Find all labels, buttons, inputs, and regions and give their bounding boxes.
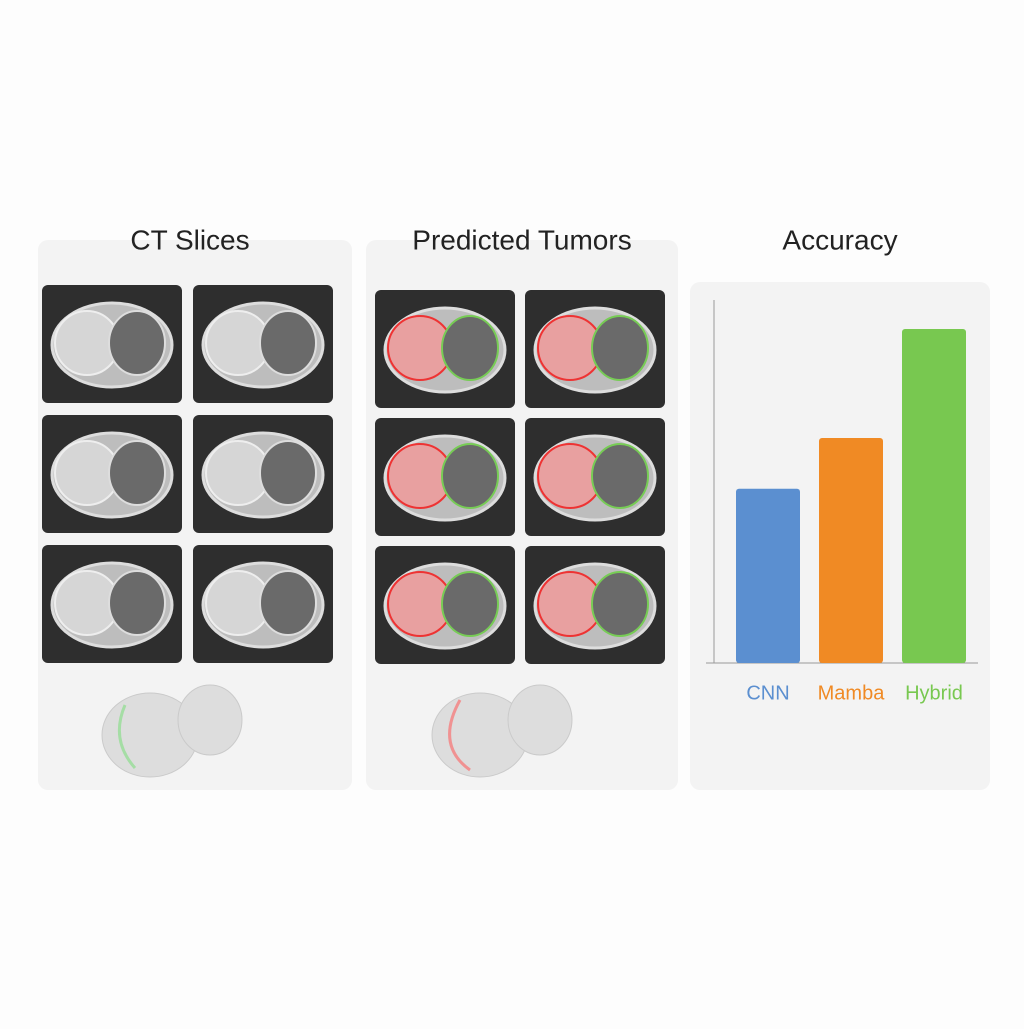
organ [259, 310, 317, 376]
organ [441, 315, 499, 381]
bar [902, 329, 966, 663]
chart-title: Accuracy [782, 224, 897, 255]
x-tick-label: CNN [746, 682, 789, 704]
x-tick-label: Mamba [818, 682, 886, 704]
organ [591, 315, 649, 381]
organ [259, 440, 317, 506]
ct-slice [193, 285, 333, 403]
organ [591, 443, 649, 509]
organ [259, 570, 317, 636]
organ [591, 571, 649, 637]
ct-slice [525, 546, 665, 664]
ct-slice [375, 290, 515, 408]
panel-title: CT Slices [130, 224, 249, 255]
ct-slice [42, 545, 182, 663]
render-3d [101, 684, 573, 778]
organ [108, 310, 166, 376]
ct-slice [42, 415, 182, 533]
ct-slice [42, 285, 182, 403]
ct-slice [375, 546, 515, 664]
bar [736, 488, 800, 663]
ct-slice [525, 418, 665, 536]
ct-slice [193, 545, 333, 663]
ct-slice [375, 418, 515, 536]
ct-slice [525, 290, 665, 408]
x-tick-label: Hybrid [905, 682, 963, 704]
organ [108, 440, 166, 506]
ct-slice [193, 415, 333, 533]
bar [819, 437, 883, 663]
organ [108, 570, 166, 636]
panel-title: Predicted Tumors [412, 224, 631, 255]
organ [441, 443, 499, 509]
organ [441, 571, 499, 637]
